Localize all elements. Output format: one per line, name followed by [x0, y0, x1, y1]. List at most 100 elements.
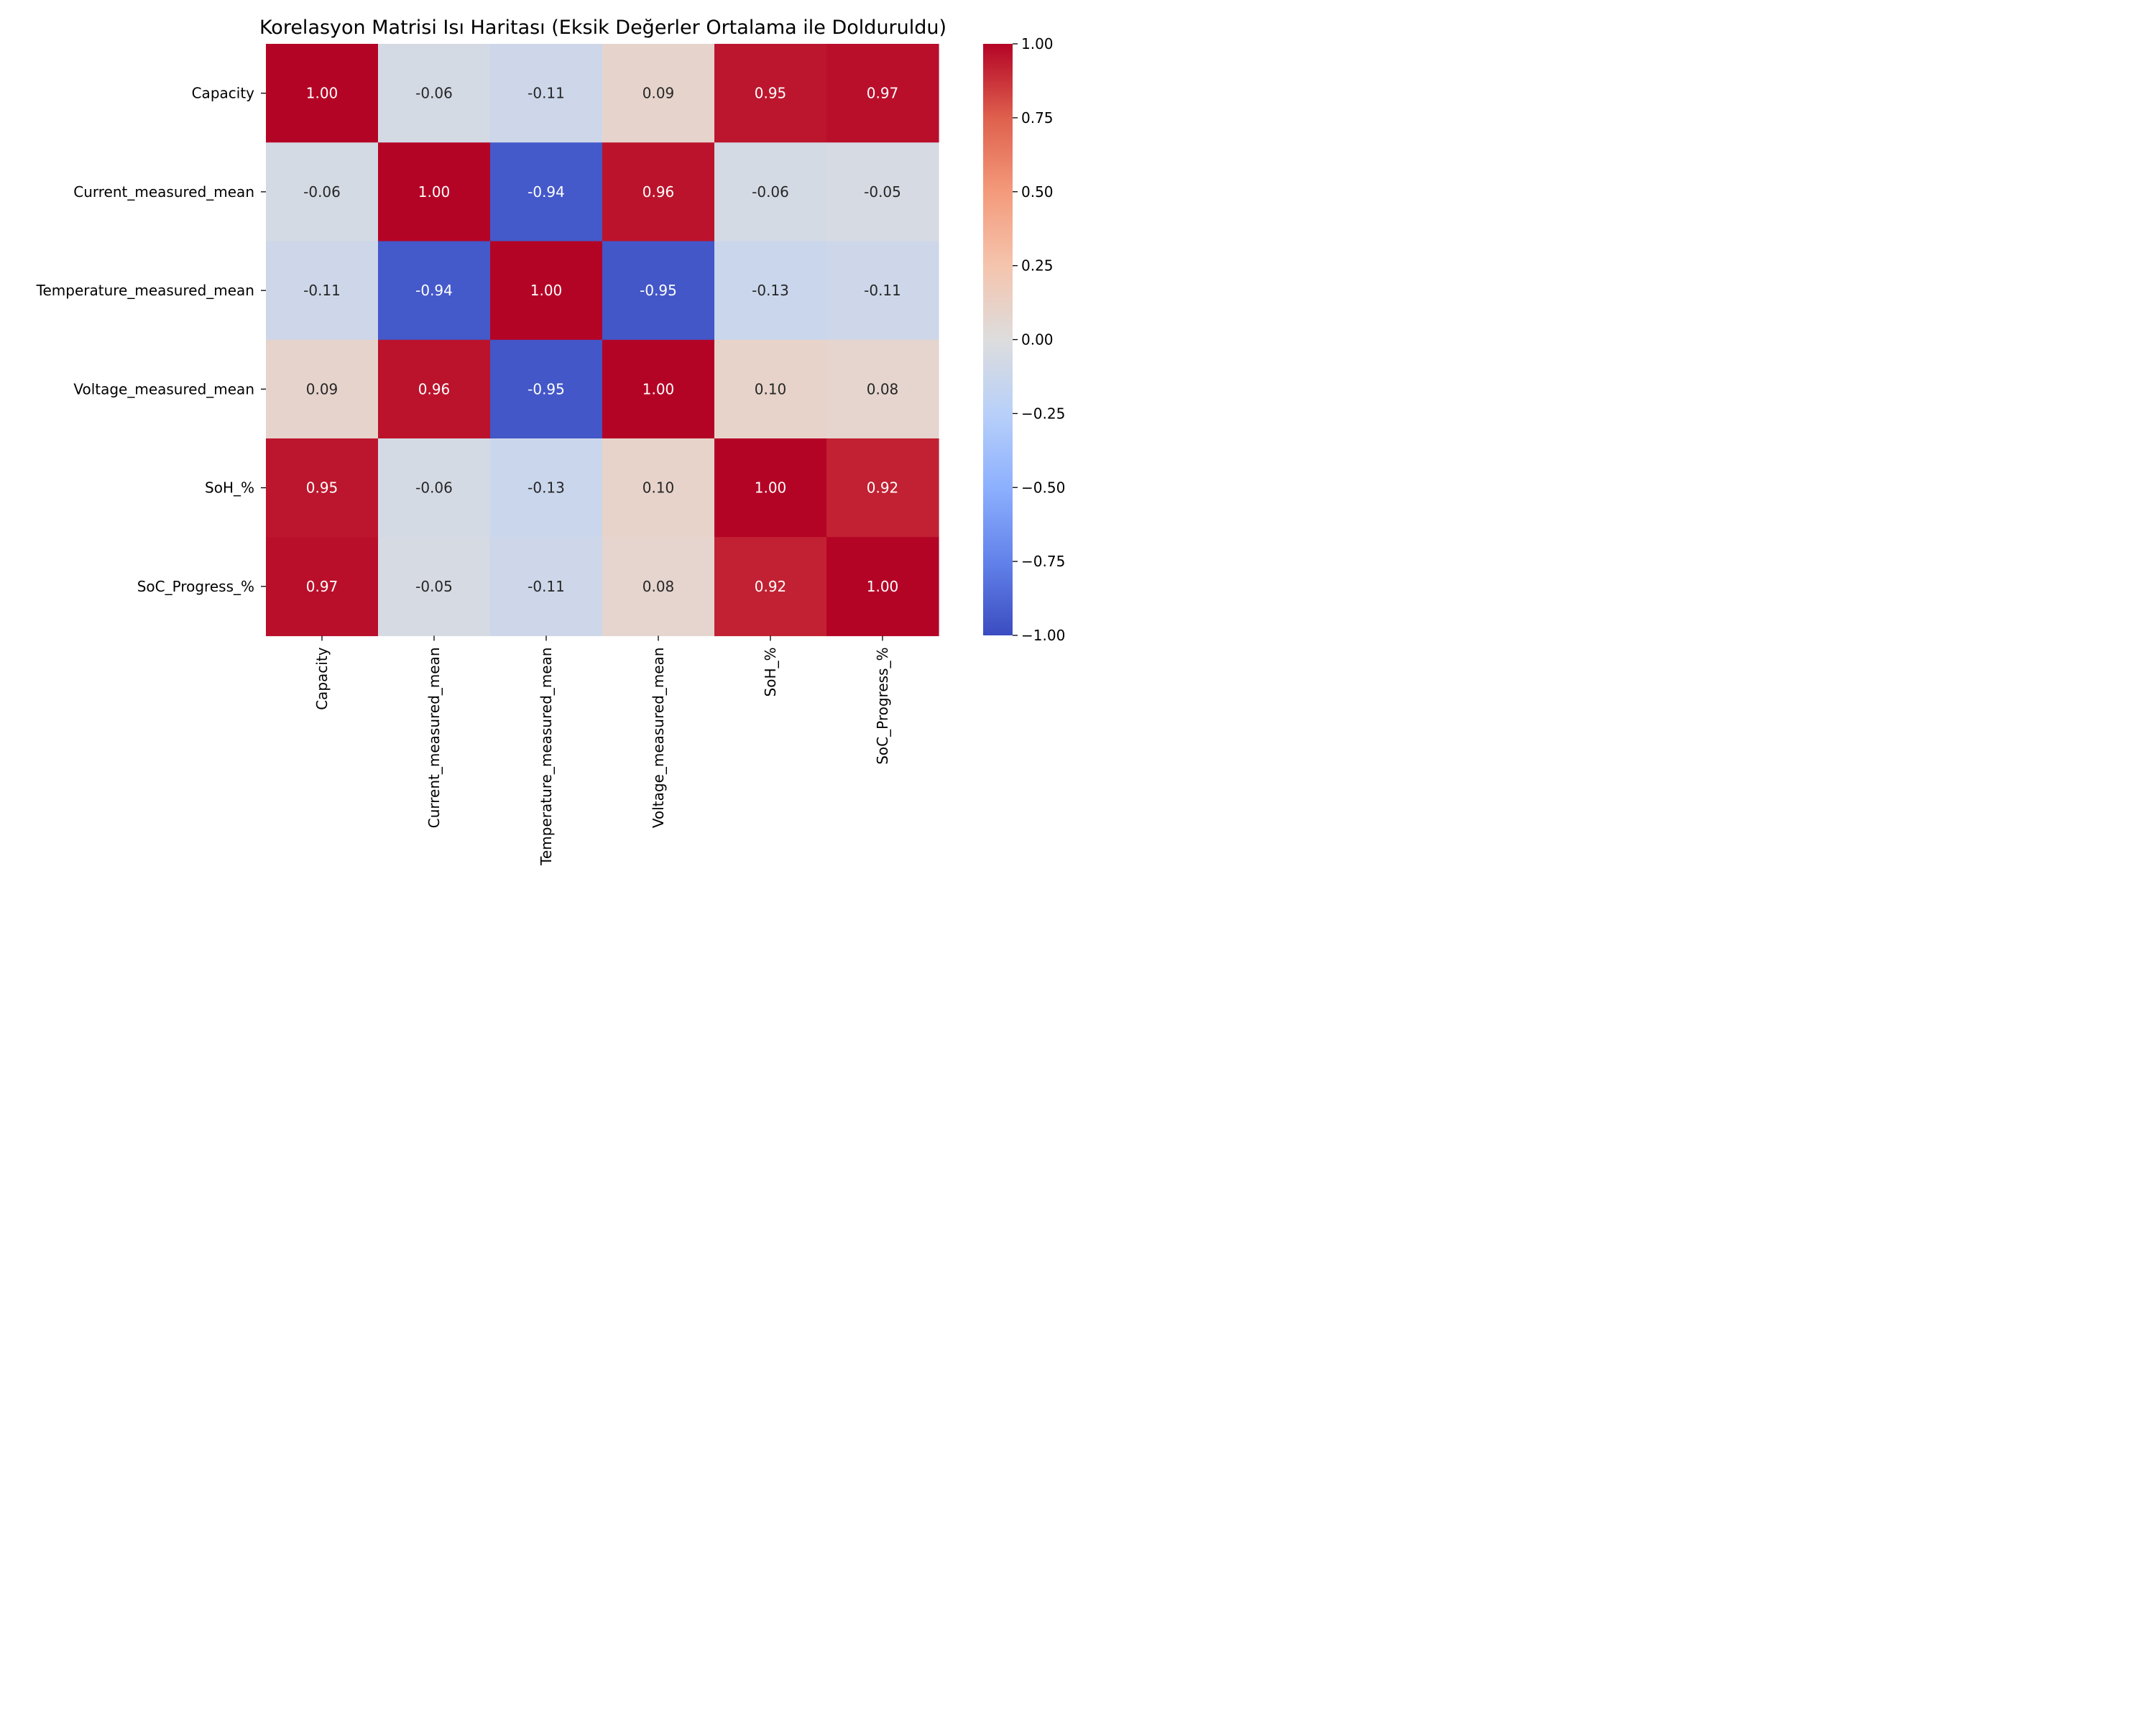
cell-value-label: 0.10	[755, 380, 787, 397]
cell-value-label: -0.13	[752, 282, 789, 299]
heatmap-cell	[490, 142, 603, 242]
heatmap-cell	[266, 537, 379, 637]
heatmap-cell	[490, 438, 603, 538]
colorbar-tick-label: 0.50	[1021, 183, 1054, 201]
colorbar-tick-label: 1.00	[1021, 35, 1054, 52]
cell-value-label: -0.06	[752, 183, 789, 201]
heatmap-cell	[714, 537, 827, 637]
heatmap-chart: Korelasyon Matrisi Isı Haritası (Eksik D…	[36, 17, 1066, 866]
heatmap-cell	[602, 142, 715, 242]
heatmap-cell	[378, 44, 491, 143]
colorbar-tick-label: −1.00	[1021, 627, 1065, 644]
cell-value-label: -0.94	[415, 282, 453, 299]
cell-value-label: 0.95	[306, 479, 338, 497]
heatmap-cell	[826, 339, 939, 439]
cell-value-label: -0.95	[640, 282, 677, 299]
row-labels: Capacity Current_measured_mean Temperature…	[36, 85, 266, 595]
chart-title: Korelasyon Matrisi Isı Haritası (Eksik D…	[259, 17, 946, 39]
cell-value-label: -0.06	[303, 183, 341, 201]
heatmap-cell	[714, 142, 827, 242]
x-tick-label: Temperature_measured_mean	[538, 648, 555, 866]
cell-value-label: -0.11	[864, 282, 901, 299]
x-tick-label: Current_measured_mean	[425, 648, 443, 829]
heatmap-cell	[490, 241, 603, 341]
cell-value-label: -0.11	[528, 85, 565, 102]
heatmap-cell	[714, 44, 827, 143]
heatmap-cell	[490, 339, 603, 439]
column-labels: Capacity Current_measured_mean Temperature…	[313, 635, 891, 866]
heatmap-cell	[826, 537, 939, 637]
heatmap-cells: 1.00 -0.06 -0.11 0.09 0.95 0.97 -0.06 1.00 -0.94…	[266, 44, 939, 637]
y-tick-label: Capacity	[192, 85, 255, 102]
heatmap-cell	[602, 438, 715, 538]
cell-value-label: 1.00	[306, 85, 338, 102]
colorbar-tick-label: −0.75	[1021, 553, 1065, 570]
y-tick-label: SoC_Progress_%	[137, 578, 254, 595]
heatmap-cell	[378, 438, 491, 538]
cell-value-label: -0.94	[528, 183, 565, 201]
heatmap-cell	[826, 438, 939, 538]
colorbar: −1.00 −0.75 −0.50 −0.25 0.00 0.25 0.50 0.75 1.00	[983, 35, 1065, 644]
heatmap-cell	[378, 537, 491, 637]
cell-value-label: 0.96	[642, 183, 675, 201]
heatmap-cell	[378, 241, 491, 341]
heatmap-cell	[266, 438, 379, 538]
cell-value-label: 1.00	[867, 578, 899, 595]
cell-value-label: -0.13	[528, 479, 565, 497]
cell-value-label: 0.92	[755, 578, 787, 595]
cell-value-label: 0.97	[867, 85, 899, 102]
heatmap-cell	[714, 241, 827, 341]
cell-value-label: -0.95	[528, 380, 565, 397]
colorbar-tick-label: −0.50	[1021, 479, 1065, 496]
heatmap-cell	[490, 537, 603, 637]
colorbar-tick-label: 0.25	[1021, 257, 1054, 275]
cell-value-label: 0.09	[642, 85, 675, 102]
cell-value-label: 0.97	[306, 578, 338, 595]
cell-value-label: 1.00	[530, 282, 563, 299]
heatmap-cell	[266, 241, 379, 341]
x-tick-label: SoC_Progress_%	[874, 648, 891, 765]
cell-value-label: -0.11	[528, 578, 565, 595]
heatmap-cell	[490, 44, 603, 143]
heatmap-cell	[714, 339, 827, 439]
cell-value-label: 0.10	[642, 479, 675, 497]
heatmap-cell	[266, 142, 379, 242]
heatmap-cell	[378, 339, 491, 439]
heatmap-cell	[714, 438, 827, 538]
y-tick-label: SoH_%	[205, 479, 254, 497]
cell-value-label: -0.06	[415, 85, 453, 102]
x-tick-label: Capacity	[313, 647, 331, 710]
heatmap-cell	[378, 142, 491, 242]
x-tick-label: Voltage_measured_mean	[650, 648, 667, 829]
heatmap-cell	[826, 44, 939, 143]
colorbar-gradient	[983, 44, 1013, 635]
x-tick-label: SoH_%	[762, 648, 779, 697]
cell-value-label: 0.09	[306, 380, 338, 397]
colorbar-tick-label: −0.25	[1021, 405, 1065, 422]
cell-value-label: 0.92	[867, 479, 899, 497]
heatmap-cell	[602, 241, 715, 341]
cell-value-label: -0.06	[415, 479, 453, 497]
cell-value-label: -0.11	[303, 282, 341, 299]
heatmap-cell	[826, 241, 939, 341]
cell-value-label: 0.95	[755, 85, 787, 102]
heatmap-cell	[266, 339, 379, 439]
y-tick-label: Current_measured_mean	[73, 183, 254, 201]
cell-value-label: -0.05	[864, 183, 901, 201]
cell-value-label: 0.96	[418, 380, 451, 397]
cell-value-label: -0.05	[415, 578, 453, 595]
heatmap-cell	[266, 44, 379, 143]
cell-value-label: 0.08	[642, 578, 675, 595]
cell-value-label: 0.08	[867, 380, 899, 397]
colorbar-tick-label: 0.00	[1021, 331, 1054, 349]
heatmap-cell	[602, 537, 715, 637]
y-tick-label: Voltage_measured_mean	[73, 380, 254, 397]
colorbar-tick-label: 0.75	[1021, 109, 1054, 126]
heatmap-cell	[826, 142, 939, 242]
heatmap-cell	[602, 339, 715, 439]
heatmap-cell	[602, 44, 715, 143]
cell-value-label: 1.00	[642, 380, 675, 397]
cell-value-label: 1.00	[418, 183, 451, 201]
cell-value-label: 1.00	[755, 479, 787, 497]
y-tick-label: Temperature_measured_mean	[36, 282, 254, 299]
